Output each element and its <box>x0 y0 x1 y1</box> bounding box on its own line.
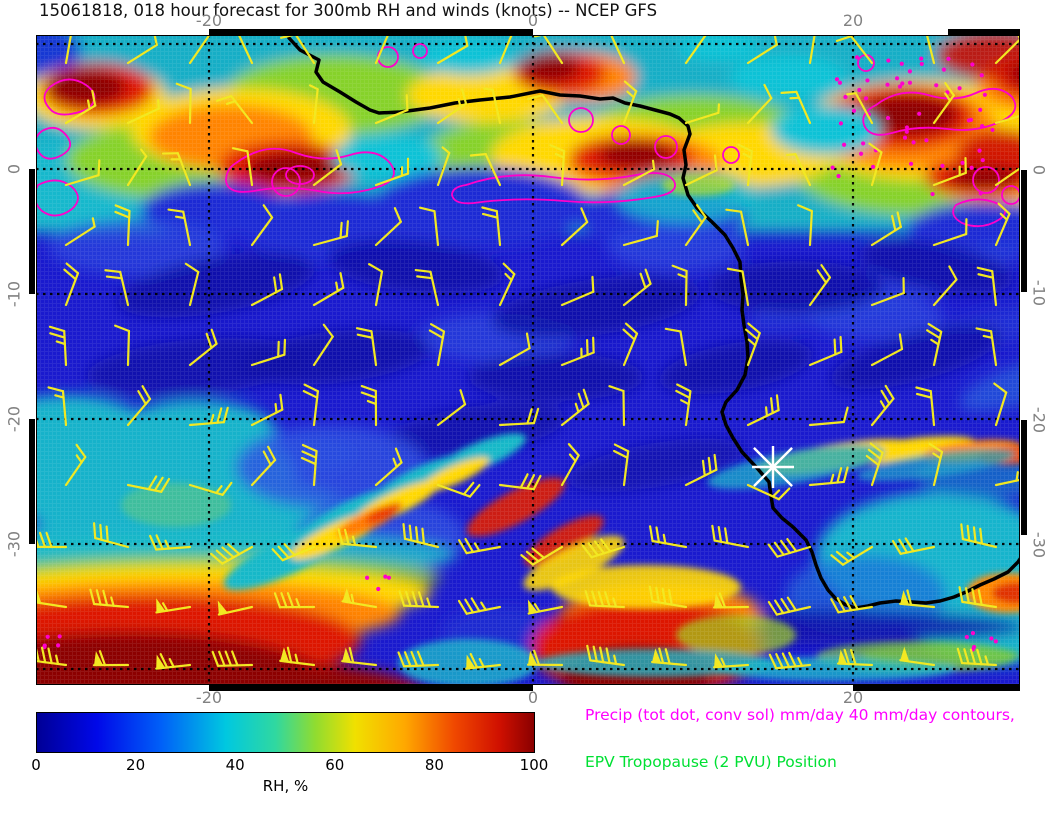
colorbar-label: RH, % <box>262 777 309 795</box>
frame-bar-top <box>209 29 533 35</box>
map-border <box>36 35 1020 685</box>
wind-barbs <box>36 35 1020 670</box>
legend-epv: EPV Tropopause (2 PVU) Position <box>585 753 837 771</box>
plot-title: 15061818, 018 hour forecast for 300mb RH… <box>39 1 658 20</box>
y-tick-right: 0 <box>1029 164 1049 176</box>
precip-contours <box>36 43 1020 228</box>
rh-wind-map <box>36 35 1020 685</box>
colorbar-tick: 40 <box>225 756 245 774</box>
x-tick-top: -20 <box>195 11 223 30</box>
x-tick-top: 20 <box>842 11 864 30</box>
frame-bar-bottom <box>209 685 533 691</box>
colorbar-tick: 20 <box>126 756 146 774</box>
frame-bar-right <box>1021 170 1027 292</box>
mesh-overlay <box>36 35 1020 685</box>
colorbar <box>36 712 535 753</box>
frame-bar-left <box>29 419 35 544</box>
coastline <box>287 36 1020 610</box>
colorbar-tick: 100 <box>519 756 549 774</box>
frame-bar-top <box>948 29 1020 35</box>
colorbar-tick: 60 <box>325 756 345 774</box>
x-tick-bottom: 0 <box>527 688 539 707</box>
station-star-marker <box>752 446 794 488</box>
x-tick-top: 0 <box>527 11 539 30</box>
frame-bar-left <box>29 169 35 294</box>
x-tick-bottom: 20 <box>842 688 864 707</box>
y-tick-left: -20 <box>4 405 24 433</box>
precip-dot-stipple <box>42 55 998 652</box>
colorbar-tick: 80 <box>424 756 444 774</box>
y-tick-left: 0 <box>4 163 24 175</box>
colorbar-tick: 0 <box>31 756 41 774</box>
x-tick-bottom: -20 <box>195 688 223 707</box>
y-tick-left: -10 <box>4 280 24 308</box>
y-tick-right: -10 <box>1029 279 1049 307</box>
frame-bar-bottom <box>853 685 1020 691</box>
y-tick-right: -20 <box>1029 406 1049 434</box>
legend-precip: Precip (tot dot, conv sol) mm/day 40 mm/… <box>585 706 1015 724</box>
frame-bar-right <box>1021 420 1027 535</box>
y-tick-right: -30 <box>1029 531 1049 559</box>
y-tick-left: -30 <box>4 530 24 558</box>
